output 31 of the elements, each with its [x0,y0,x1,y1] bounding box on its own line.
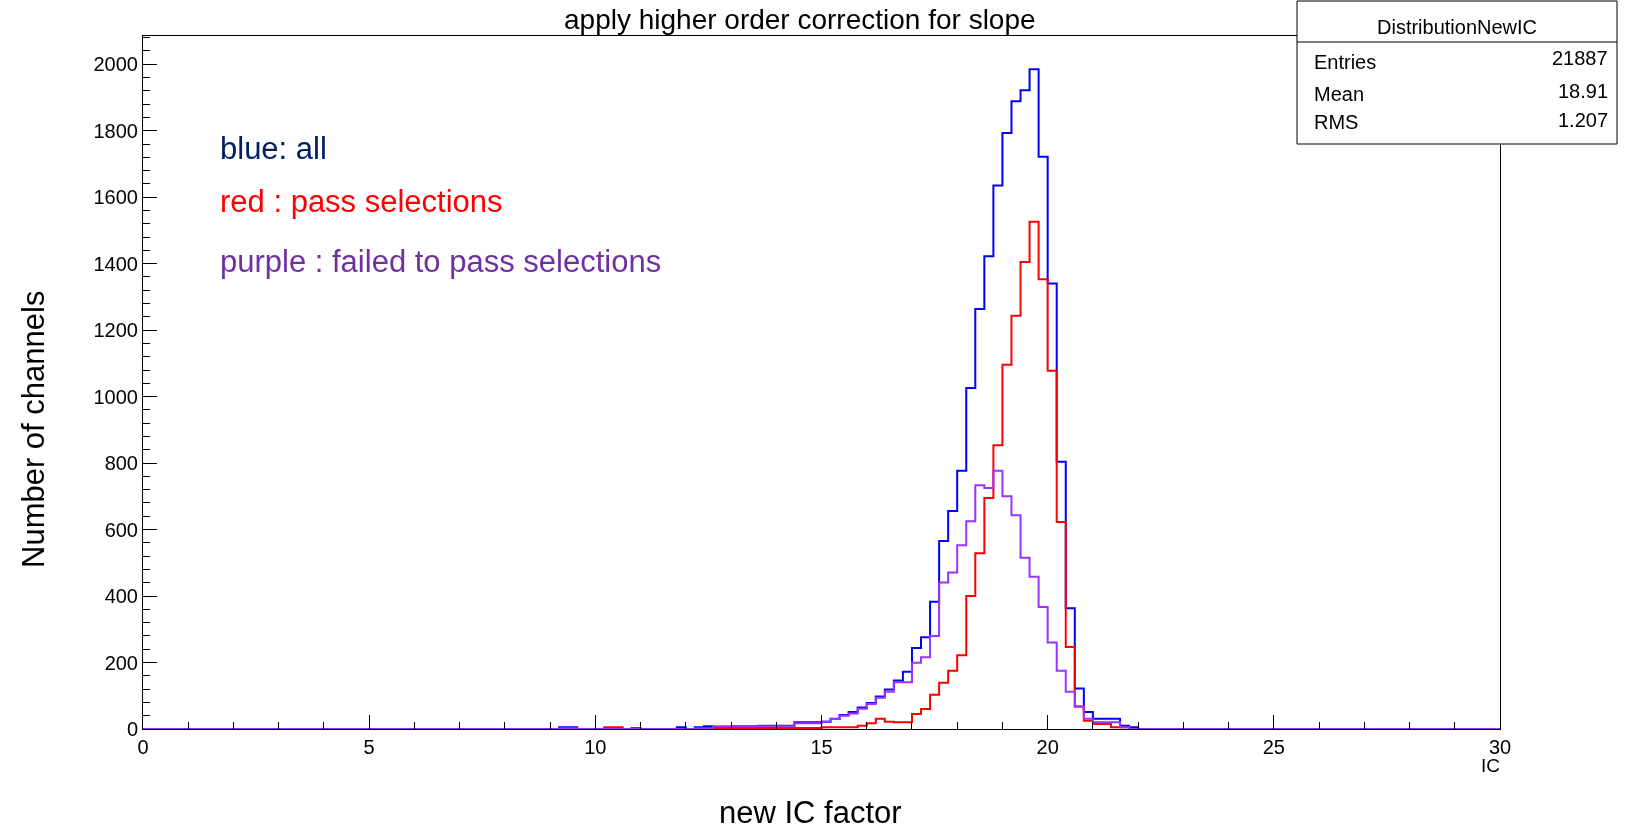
x-tick-label: 30 [1488,736,1512,758]
annotation: red : pass selections [220,184,503,219]
x-tick-label: 15 [810,736,833,758]
annotation: DistributionNewIC [1377,16,1538,38]
annotation: RMS [1314,111,1359,133]
text: 18.91 [1558,80,1609,102]
y-tick-label: 1400 [93,252,138,275]
y-tick-label: 2000 [93,53,138,76]
y-tick-label: 400 [104,585,138,608]
annotation: Mean [1314,83,1365,105]
y-tick-label: 1600 [93,186,138,209]
text: IC [1481,755,1500,776]
y-tick-label: 1000 [93,385,138,408]
y-axis-title: Number of channels [16,290,51,568]
annotation: Entries [1314,51,1377,73]
y-tick-label: 1200 [93,319,138,342]
chart-title: apply higher order correction for slope [564,4,1036,35]
x-axis-title: new IC factor [719,795,902,830]
y-tick-label: 800 [104,452,138,475]
text: 1.207 [1558,109,1609,131]
annotation: blue: all [220,131,327,166]
x-tick-label: 5 [363,736,375,758]
annotation: purple : failed to pass selections [220,244,662,279]
x-tick-label: 20 [1036,736,1059,758]
x-tick-label: 25 [1262,736,1285,758]
x-tick-label: 10 [584,736,607,758]
y-tick-label: 600 [104,518,138,541]
text: 21887 [1552,47,1608,69]
y-tick-label: 1800 [93,119,138,142]
y-tick-label: 0 [126,718,138,740]
y-tick-label: 200 [104,651,138,674]
